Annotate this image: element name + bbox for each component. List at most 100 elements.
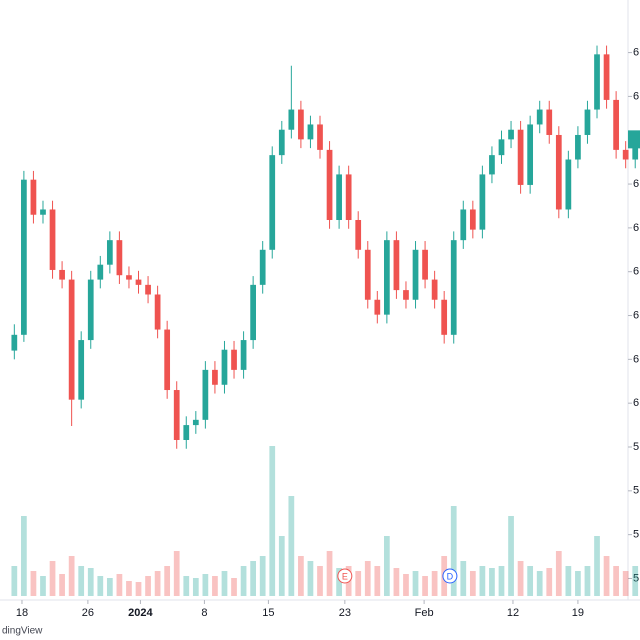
candle-body <box>40 209 46 215</box>
x-tick-label: 12 <box>507 607 519 619</box>
event-label: D <box>447 571 454 581</box>
volume-bar <box>145 576 151 596</box>
volume-bar <box>126 581 132 596</box>
x-tick-label: 26 <box>82 607 94 619</box>
candle-body <box>479 174 486 230</box>
volume-bar <box>192 578 199 596</box>
y-tick-label: 6 <box>633 266 639 278</box>
y-tick-label: 6 <box>633 309 639 321</box>
candle-body <box>49 209 56 270</box>
y-tick-label: 6 <box>633 397 639 409</box>
candle-body <box>250 284 256 341</box>
volume-bar <box>546 568 553 596</box>
watermark: dingView <box>2 626 43 637</box>
candle-body <box>164 329 171 391</box>
volume-bar <box>603 556 610 596</box>
volume-bar <box>87 568 94 596</box>
candle-body <box>536 109 543 125</box>
volume-bar <box>517 561 524 596</box>
candle-body <box>288 109 295 130</box>
candle-body <box>393 240 400 291</box>
volume-bar <box>78 566 85 596</box>
candle-body <box>594 54 600 110</box>
candle-body <box>87 279 94 341</box>
volume-bar <box>298 556 304 596</box>
volume-bar <box>527 566 534 596</box>
candle-body <box>298 109 304 140</box>
candle-body <box>221 349 228 385</box>
candle-body <box>59 269 65 280</box>
candle-body <box>384 240 390 315</box>
volume-bar <box>317 566 323 596</box>
candle-body <box>326 149 333 220</box>
volume-bar <box>212 576 218 596</box>
candle-body <box>489 155 495 175</box>
candle-body <box>192 419 199 426</box>
x-tick-label: 18 <box>16 607 28 619</box>
x-tick-label: 19 <box>572 607 584 619</box>
volume-bar <box>11 566 18 596</box>
candle-body <box>183 425 190 440</box>
volume-bar <box>259 556 266 596</box>
candle-body <box>555 134 562 210</box>
volume-bar <box>460 561 467 596</box>
volume-bar <box>422 576 428 596</box>
y-tick-label: 5 <box>633 441 639 453</box>
volume-bar <box>384 536 390 596</box>
candle-body <box>584 109 591 135</box>
y-tick-label: 6 <box>633 46 639 58</box>
volume-bar <box>565 566 572 596</box>
candle-body <box>106 240 113 265</box>
candle-body <box>622 149 629 160</box>
candle-body <box>78 340 85 400</box>
y-tick-label: 5 <box>633 529 639 541</box>
event-marker <box>442 568 458 584</box>
volume-bar <box>154 571 161 596</box>
volume-bar <box>59 574 65 596</box>
volume-bar <box>231 578 237 596</box>
candle-body <box>498 139 505 156</box>
volume-bar <box>536 571 543 596</box>
candle-body <box>202 369 209 420</box>
candle-body <box>364 249 371 300</box>
candle-body <box>546 109 553 135</box>
volume-bar <box>364 561 371 596</box>
candle-body <box>460 209 467 241</box>
candle-body <box>431 279 438 300</box>
volume-bar <box>164 566 171 596</box>
volume-bar <box>221 571 228 596</box>
volume-bar <box>403 574 409 596</box>
volume-bar <box>575 571 581 596</box>
volume-bar <box>106 578 113 596</box>
candle-body <box>565 159 572 210</box>
volume-bar <box>469 571 476 596</box>
y-tick-label: 6 <box>633 222 639 234</box>
candle-body <box>68 279 75 400</box>
candle-body <box>575 134 581 160</box>
volume-bar <box>250 561 256 596</box>
candle-body <box>97 264 104 280</box>
candle-body <box>355 219 362 250</box>
candle-body <box>135 279 142 285</box>
event-marker <box>337 568 353 584</box>
candle-body <box>126 275 132 280</box>
candle-body <box>317 124 323 150</box>
volume-bar <box>479 566 486 596</box>
y-tick-label: 5 <box>633 485 639 497</box>
volume-bar <box>555 551 562 596</box>
x-tick-label: 23 <box>339 607 351 619</box>
y-tick-label: 6 <box>633 178 639 190</box>
volume-bar <box>183 576 190 596</box>
volume-bar <box>68 556 75 596</box>
volume-bar <box>336 568 342 596</box>
volume-bar <box>584 566 591 596</box>
candle-body <box>527 124 534 185</box>
candle-body <box>603 54 610 100</box>
candle-body <box>345 174 352 220</box>
volume-bar <box>613 566 619 596</box>
candle-body <box>336 174 342 220</box>
volume-bar <box>632 566 639 596</box>
volume-bar <box>374 566 381 596</box>
volume-bar <box>498 566 505 596</box>
